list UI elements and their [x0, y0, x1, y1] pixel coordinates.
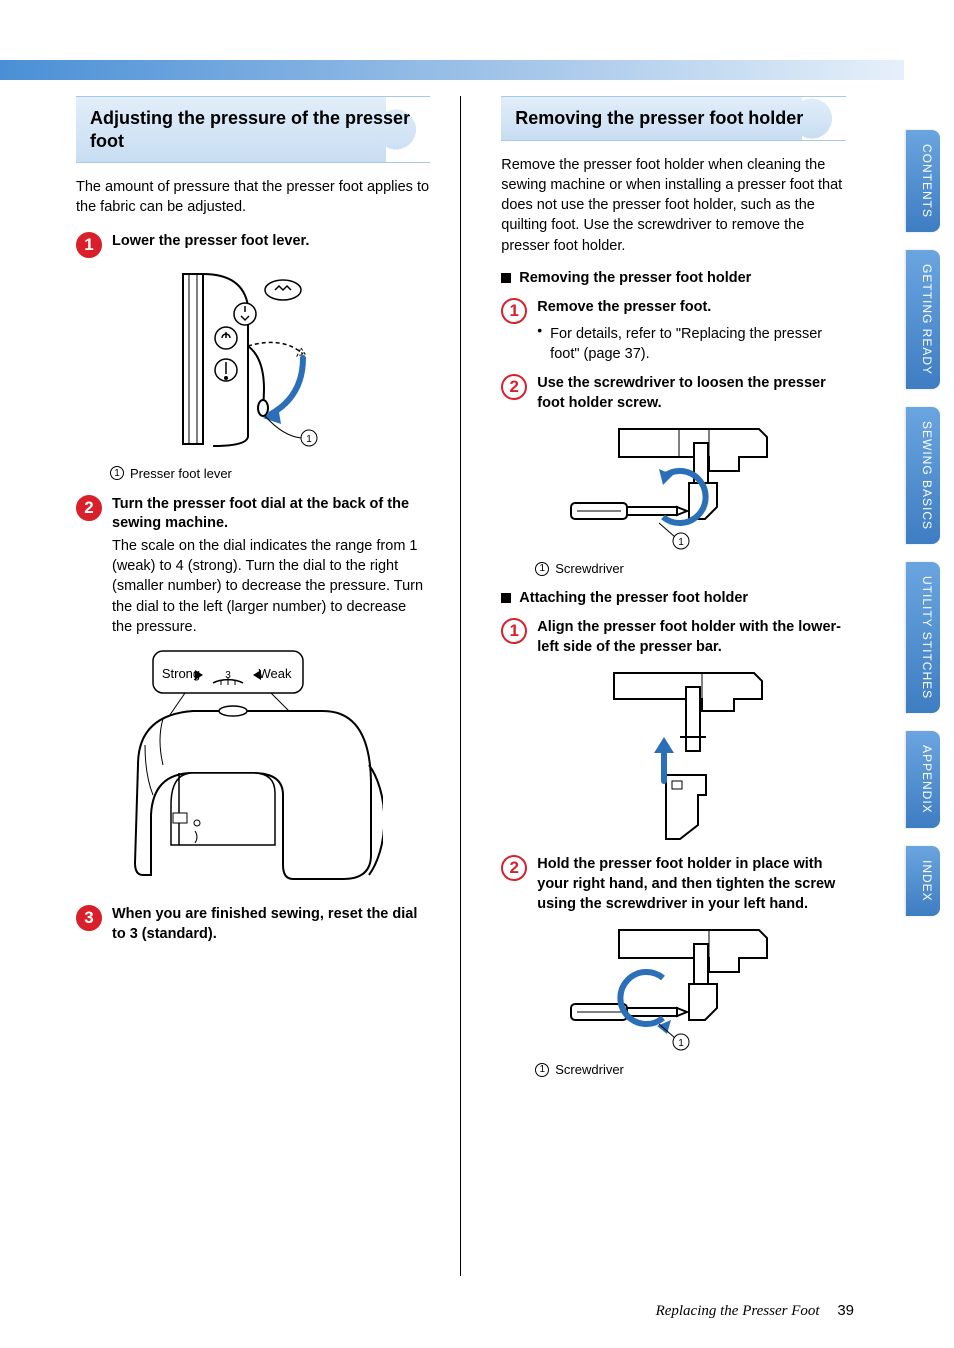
caption-screwdriver-1: 1 Screwdriver: [535, 561, 846, 576]
step-title: Lower the presser foot lever.: [112, 232, 430, 252]
sub-heading-text: Removing the presser foot holder: [519, 270, 751, 286]
step-number-outline-1: 1: [501, 298, 527, 324]
step-title: Align the presser foot holder with the l…: [537, 618, 846, 657]
sub-heading-remove: Removing the presser foot holder: [501, 270, 846, 286]
caption-text: Presser foot lever: [130, 466, 232, 481]
square-bullet-icon: [501, 273, 511, 283]
dial-weak-label: Weak: [259, 666, 292, 681]
step-text: The scale on the dial indicates the rang…: [112, 536, 430, 637]
caption-screwdriver-2: 1 Screwdriver: [535, 1062, 846, 1077]
step-a1: 1 Remove the presser foot. • For details…: [501, 298, 846, 364]
tab-utility-stitches[interactable]: UTILITY STITCHES: [906, 562, 940, 713]
step-left-3: 3 When you are finished sewing, reset th…: [76, 905, 430, 944]
step-title: Hold the presser foot holder in place wi…: [537, 855, 846, 914]
sub-heading-attach: Attaching the presser foot holder: [501, 590, 846, 606]
caption-ref-icon: 1: [535, 1063, 549, 1077]
page-number: 39: [837, 1302, 854, 1319]
footer-title: Replacing the Presser Foot: [656, 1303, 820, 1319]
step-number-2: 2: [76, 495, 102, 521]
step-title: Use the screwdriver to loosen the presse…: [537, 374, 846, 413]
caption-ref-icon: 1: [110, 466, 124, 480]
step-b1: 1 Align the presser foot holder with the…: [501, 618, 846, 657]
step-number-1: 1: [76, 232, 102, 258]
tab-getting-ready[interactable]: GETTING READY: [906, 250, 940, 389]
tab-appendix[interactable]: APPENDIX: [906, 731, 940, 828]
step-number-outline-2: 2: [501, 855, 527, 881]
figure-screwdriver-tighten: 1: [501, 922, 846, 1052]
step-left-1: 1 Lower the presser foot lever.: [76, 232, 430, 258]
figure-dial: Strong Weak 3: [76, 645, 430, 895]
step-number-3: 3: [76, 905, 102, 931]
tab-sewing-basics[interactable]: SEWING BASICS: [906, 407, 940, 544]
step-title: Remove the presser foot.: [537, 298, 846, 318]
header-bar: [0, 60, 904, 80]
left-column: Adjusting the pressure of the presser fo…: [76, 96, 430, 1276]
step-title: Turn the presser foot dial at the back o…: [112, 495, 430, 534]
right-column: Removing the presser foot holder Remove …: [491, 96, 846, 1276]
sidebar-tabs: CONTENTS GETTING READY SEWING BASICS UTI…: [906, 130, 940, 916]
step-bullet-text: For details, refer to "Replacing the pre…: [550, 324, 846, 365]
intro-left: The amount of pressure that the presser …: [76, 177, 430, 218]
figure-lever: 1: [76, 266, 430, 456]
section-heading-left: Adjusting the pressure of the presser fo…: [76, 96, 430, 163]
caption-text: Screwdriver: [555, 1062, 624, 1077]
step-number-outline-1: 1: [501, 618, 527, 644]
caption-lever: 1 Presser foot lever: [110, 466, 430, 481]
caption-text: Screwdriver: [555, 561, 624, 576]
sub-heading-text: Attaching the presser foot holder: [519, 590, 748, 606]
column-divider: [460, 96, 461, 1276]
content-area: Adjusting the pressure of the presser fo…: [76, 96, 846, 1276]
step-a2: 2 Use the screwdriver to loosen the pres…: [501, 374, 846, 413]
tab-contents[interactable]: CONTENTS: [906, 130, 940, 232]
step-title: When you are finished sewing, reset the …: [112, 905, 430, 944]
tab-index[interactable]: INDEX: [906, 846, 940, 916]
dial-value: 3: [225, 670, 231, 681]
dial-strong-label: Strong: [162, 666, 200, 681]
figure-screwdriver-loosen: 1: [501, 421, 846, 551]
bullet-dot-icon: •: [537, 322, 542, 365]
svg-text:1: 1: [678, 1038, 684, 1049]
step-left-2: 2 Turn the presser foot dial at the back…: [76, 495, 430, 638]
figure-align: [501, 665, 846, 845]
step-number-outline-2: 2: [501, 374, 527, 400]
intro-right: Remove the presser foot holder when clea…: [501, 155, 846, 256]
svg-text:1: 1: [678, 537, 684, 548]
section-heading-right: Removing the presser foot holder: [501, 96, 846, 141]
square-bullet-icon: [501, 593, 511, 603]
caption-ref-icon: 1: [535, 562, 549, 576]
svg-text:1: 1: [306, 434, 312, 445]
step-b2: 2 Hold the presser foot holder in place …: [501, 855, 846, 914]
footer: Replacing the Presser Foot 39: [656, 1302, 854, 1320]
